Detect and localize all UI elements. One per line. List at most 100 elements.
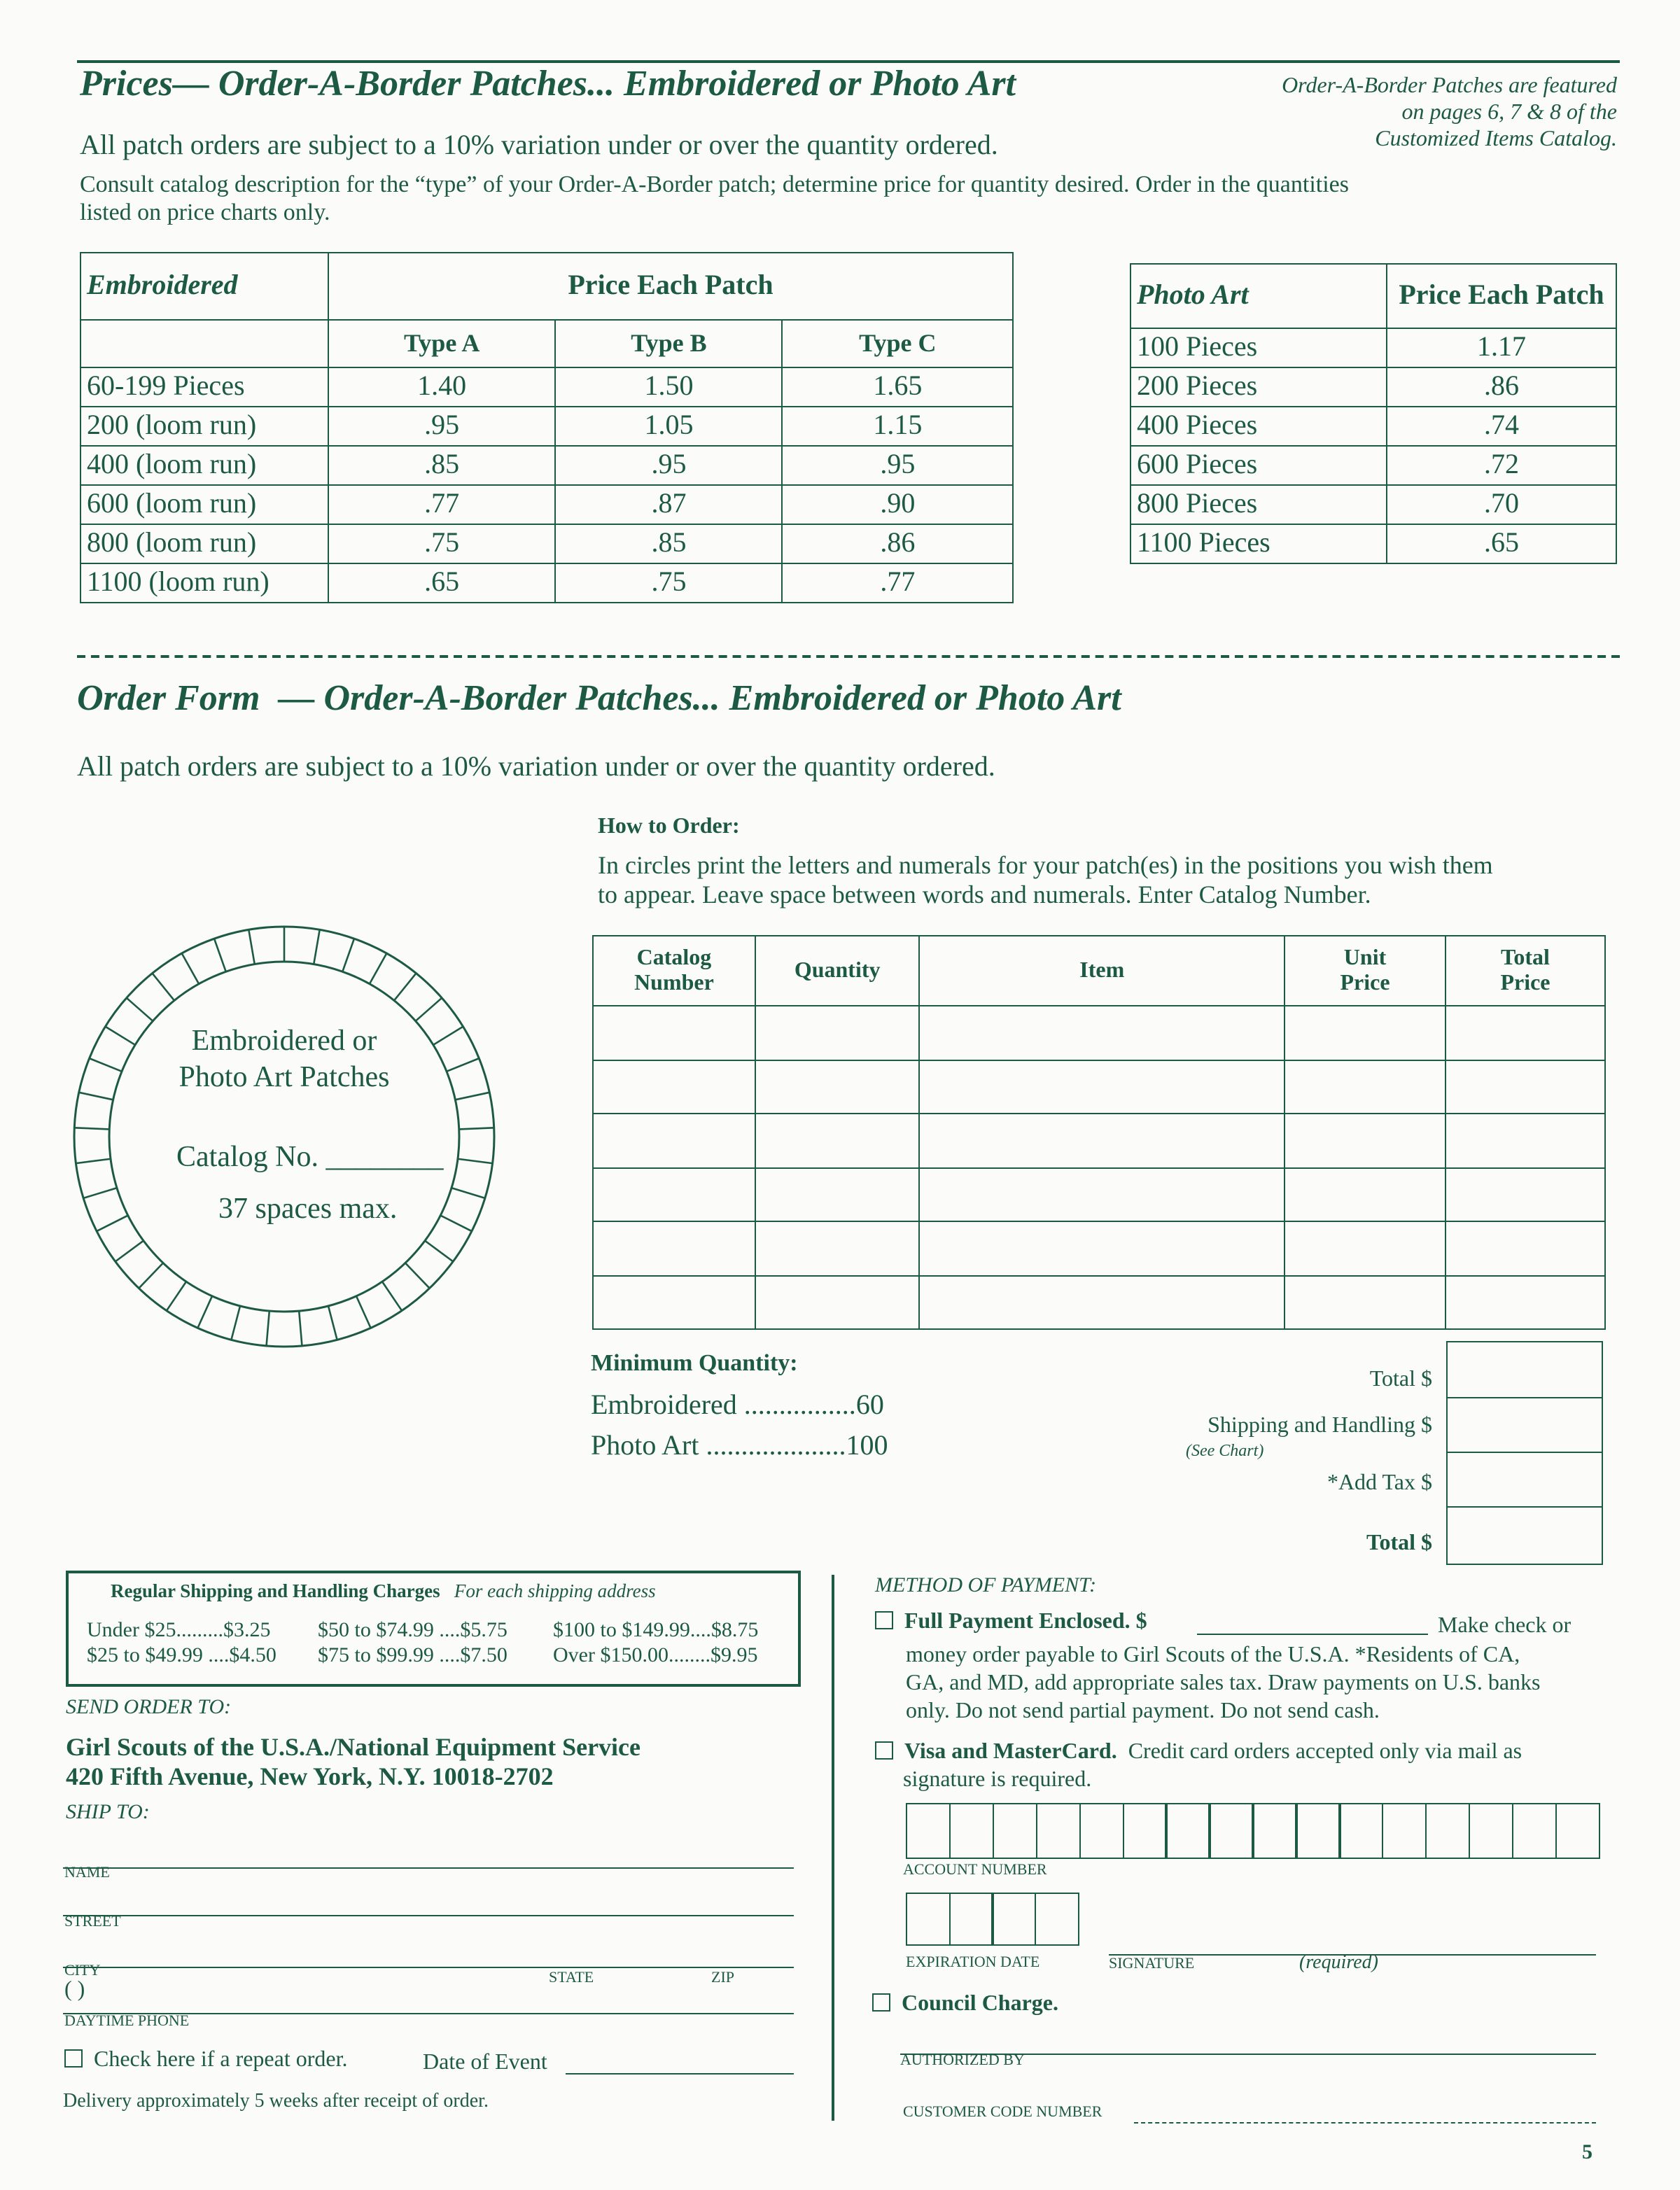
- order-cell[interactable]: [592, 1005, 756, 1060]
- order-cell[interactable]: [1284, 1059, 1446, 1114]
- payment-title: METHOD OF PAYMENT:: [875, 1575, 1097, 1597]
- letter-space-divider: [433, 1025, 464, 1046]
- digit-box[interactable]: [1295, 1803, 1341, 1859]
- tax-field[interactable]: [1446, 1452, 1603, 1508]
- order-cell[interactable]: [592, 1167, 756, 1222]
- order-cell[interactable]: [1284, 1167, 1446, 1222]
- phone-field[interactable]: [63, 2013, 794, 2014]
- order-cell[interactable]: [754, 1167, 920, 1222]
- digit-box[interactable]: [906, 1893, 951, 1946]
- date-of-event-label: Date of Event: [423, 2051, 547, 2075]
- grand-total-label: Total $: [1366, 1531, 1432, 1555]
- digit-box[interactable]: [1079, 1803, 1125, 1859]
- expiration-date-boxes[interactable]: [906, 1893, 1079, 1946]
- checkbox-icon[interactable]: [872, 1993, 890, 2012]
- order-cell[interactable]: [754, 1113, 920, 1168]
- inner-circle: [108, 960, 461, 1313]
- minimum-quantity-list: Embroidered ................60 Photo Art…: [591, 1390, 888, 1461]
- digit-box[interactable]: [1165, 1803, 1211, 1859]
- city-state-zip-field[interactable]: [63, 1967, 794, 1968]
- order-cell[interactable]: [592, 1113, 756, 1168]
- checkbox-icon[interactable]: [64, 2049, 83, 2068]
- visa-option[interactable]: Visa and MasterCard. Credit card orders …: [875, 1740, 1522, 1765]
- outer-circle: [73, 925, 496, 1348]
- digit-box[interactable]: [991, 1893, 1037, 1946]
- letter-space-divider: [440, 1214, 472, 1233]
- order-cell[interactable]: [918, 1113, 1286, 1168]
- account-number-boxes[interactable]: [906, 1803, 1600, 1859]
- digit-box[interactable]: [1122, 1803, 1168, 1859]
- order-cell[interactable]: [754, 1005, 920, 1060]
- customer-code-field[interactable]: [1134, 2103, 1596, 2124]
- delivery-note: Delivery approximately 5 weeks after rec…: [63, 2091, 489, 2112]
- photo-art-title: Photo Art: [1130, 263, 1387, 329]
- order-cell[interactable]: [1284, 1005, 1446, 1060]
- digit-box[interactable]: [1252, 1803, 1298, 1859]
- order-cell[interactable]: [754, 1275, 920, 1330]
- price-cell: .85: [554, 524, 783, 564]
- digit-box[interactable]: [1511, 1803, 1558, 1859]
- order-cell[interactable]: [1444, 1221, 1606, 1276]
- order-cell[interactable]: [1284, 1221, 1446, 1276]
- checkbox-icon[interactable]: [875, 1741, 893, 1760]
- full-payment-option[interactable]: Full Payment Enclosed. $: [875, 1610, 1147, 1635]
- digit-box[interactable]: [948, 1893, 994, 1946]
- order-cell[interactable]: [918, 1275, 1286, 1330]
- price-cell: .74: [1386, 406, 1617, 447]
- street-field[interactable]: [63, 1915, 794, 1916]
- payment-amount-field[interactable]: [1197, 1634, 1428, 1635]
- order-cell[interactable]: [592, 1059, 756, 1114]
- shipping-field[interactable]: [1446, 1397, 1603, 1453]
- digit-box[interactable]: [1381, 1803, 1427, 1859]
- total-field[interactable]: [1446, 1341, 1603, 1398]
- digit-box[interactable]: [1468, 1803, 1514, 1859]
- order-cell[interactable]: [1444, 1059, 1606, 1114]
- catalog-note: Order-A-Border Patches are featured on pa…: [1282, 74, 1617, 151]
- digit-box[interactable]: [1555, 1803, 1600, 1859]
- date-of-event-field[interactable]: [566, 2073, 794, 2075]
- order-cell[interactable]: [918, 1167, 1286, 1222]
- checkbox-icon[interactable]: [875, 1611, 893, 1629]
- digit-box[interactable]: [1035, 1803, 1082, 1859]
- order-cell[interactable]: [754, 1221, 920, 1276]
- order-cell[interactable]: [1444, 1113, 1606, 1168]
- order-cell[interactable]: [918, 1221, 1286, 1276]
- shipping-label: Shipping and Handling $: [1208, 1414, 1432, 1438]
- order-cell[interactable]: [592, 1221, 756, 1276]
- signature-field[interactable]: [1109, 1954, 1596, 1956]
- digit-box[interactable]: [1338, 1803, 1384, 1859]
- digit-box[interactable]: [1034, 1893, 1079, 1946]
- digit-box[interactable]: [1208, 1803, 1254, 1859]
- digit-box[interactable]: [906, 1803, 951, 1859]
- digit-box[interactable]: [1424, 1803, 1471, 1859]
- visa-note: signature is required.: [903, 1768, 1092, 1792]
- order-cell[interactable]: [918, 1059, 1286, 1114]
- order-cell[interactable]: [754, 1059, 920, 1114]
- order-row: [592, 1275, 1606, 1330]
- order-cell[interactable]: [1444, 1005, 1606, 1060]
- quantity-cell: 1100 Pieces: [1130, 524, 1387, 564]
- order-cell[interactable]: [592, 1275, 756, 1330]
- state-label: STATE: [549, 1970, 594, 1986]
- letter-space-divider: [368, 953, 388, 985]
- order-cell[interactable]: [1284, 1113, 1446, 1168]
- order-row: [592, 1005, 1606, 1060]
- letter-space-divider: [393, 972, 417, 1002]
- order-cell[interactable]: [918, 1005, 1286, 1060]
- order-cell[interactable]: [1444, 1275, 1606, 1330]
- price-cell: 1.15: [781, 406, 1014, 447]
- how-to-order-text: In circles print the letters and numeral…: [598, 851, 1493, 908]
- name-field[interactable]: [63, 1867, 794, 1869]
- quantity-cell: 200 Pieces: [1130, 367, 1387, 407]
- grand-total-field[interactable]: [1446, 1506, 1603, 1565]
- shipping-rate-row: Under $25.........$3.25 $50 to $74.99 ...…: [87, 1620, 759, 1642]
- authorized-by-field[interactable]: [900, 2054, 1596, 2055]
- digit-box[interactable]: [948, 1803, 995, 1859]
- council-charge-option[interactable]: Council Charge.: [872, 1992, 1058, 2017]
- order-cell[interactable]: [1284, 1275, 1446, 1330]
- order-cell[interactable]: [1444, 1167, 1606, 1222]
- digit-box[interactable]: [992, 1803, 1038, 1859]
- price-cell: .85: [327, 445, 556, 486]
- repeat-order-checkbox[interactable]: Check here if a repeat order.: [64, 2048, 347, 2073]
- letter-space-divider: [213, 938, 227, 972]
